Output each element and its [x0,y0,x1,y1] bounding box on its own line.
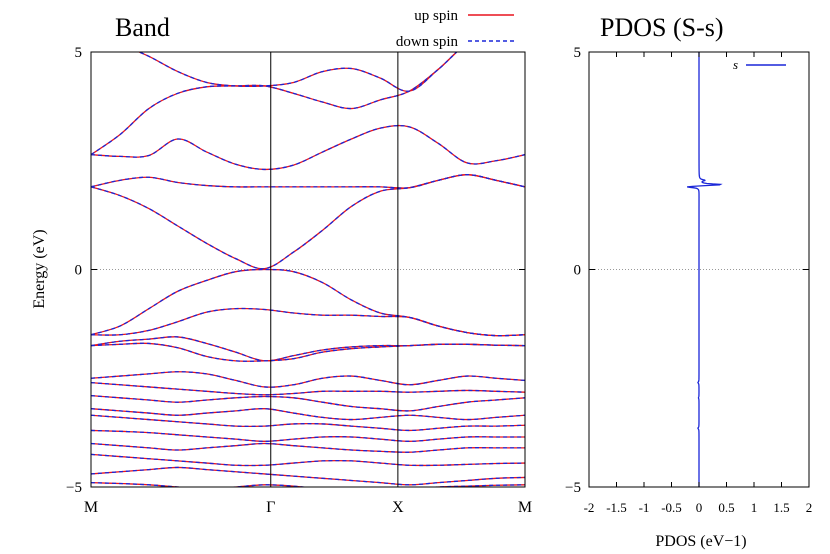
legend-label-s: s [733,57,738,72]
band-line-down-spin [91,453,525,467]
band-line-down-spin [91,482,525,487]
band-line-up-spin [91,336,525,362]
band-line-down-spin [91,174,525,189]
band-line-up-spin [91,268,525,337]
band-line-down-spin [91,307,525,337]
band-line-up-spin [91,52,458,156]
band-panel: Band up spin down spin M Γ X M−505 Energy (… [31,8,532,516]
band-line-down-spin [91,124,525,171]
pdos-line-s [686,52,723,487]
band-y-axis-label: Energy (eV) [31,229,48,308]
pdos-x-tick-label: 1 [751,500,758,515]
kpoint-label: M [518,499,532,516]
legend-label-down-spin: down spin [396,34,459,50]
pdos-title: PDOS (S-s) [600,13,724,42]
band-line-down-spin [91,371,525,388]
kpoint-label: Γ [266,499,275,516]
pdos-panel: PDOS (S-s) -2 -1.5 -1 -0.5 0 0.5 1 1.5 2 −5 0 5 s P… [565,13,812,550]
pdos-x-tick-label: 0.5 [718,500,734,515]
band-line-up-spin [91,466,525,486]
band-line-down-spin [137,52,458,92]
band-line-up-spin [91,414,525,432]
band-line-up-spin [91,124,525,171]
band-axes: M Γ X M−505 [66,45,532,516]
band-line-down-spin [91,442,525,453]
band-line-up-spin [91,371,525,388]
pdos-x-axis-label: PDOS (eV−1) [655,533,746,550]
band-line-down-spin [91,429,525,442]
pdos-y-tick-label: −5 [565,480,581,496]
pdos-x-tick-label: -0.5 [661,500,682,515]
pdos-x-tick-label: -2 [584,500,595,515]
pdos-x-tick-label: 0 [696,500,703,515]
pdos-y-tick-label: 0 [574,263,582,279]
band-line-down-spin [91,336,525,362]
band-line-up-spin [91,395,525,412]
band-line-down-spin [91,414,525,432]
pdos-x-tick-label: -1 [639,500,650,515]
pdos-x-tick-label: -1.5 [606,500,627,515]
legend-label-up-spin: up spin [414,8,458,24]
band-title: Band [115,13,170,42]
pdos-x-tick-label: 1.5 [773,500,789,515]
band-line-down-spin [91,466,525,486]
band-line-down-spin [91,342,525,362]
band-y-tick-label: 0 [75,263,83,279]
band-y-tick-label: −5 [66,480,82,496]
kpoint-label: M [84,499,98,516]
pdos-plot-area [589,52,809,487]
pdos-legend: s [733,57,786,72]
band-line-up-spin [91,429,525,442]
band-line-down-spin [91,408,525,421]
band-line-down-spin [91,395,525,412]
band-line-down-spin [91,268,525,337]
pdos-axes: -2 -1.5 -1 -0.5 0 0.5 1 1.5 2 −5 0 5 [565,45,812,515]
kpoint-label: X [392,499,404,516]
band-line-up-spin [91,174,525,270]
band-line-down-spin [91,381,525,396]
pdos-x-tick-label: 2 [806,500,813,515]
band-y-tick-label: 5 [75,45,83,61]
band-plot-area [91,52,525,487]
band-line-down-spin [91,174,525,270]
band-line-up-spin [91,174,525,189]
band-line-up-spin [91,453,525,467]
pdos-y-tick-label: 5 [574,45,582,61]
band-legend: up spin down spin [396,8,514,50]
band-line-down-spin [91,52,458,156]
